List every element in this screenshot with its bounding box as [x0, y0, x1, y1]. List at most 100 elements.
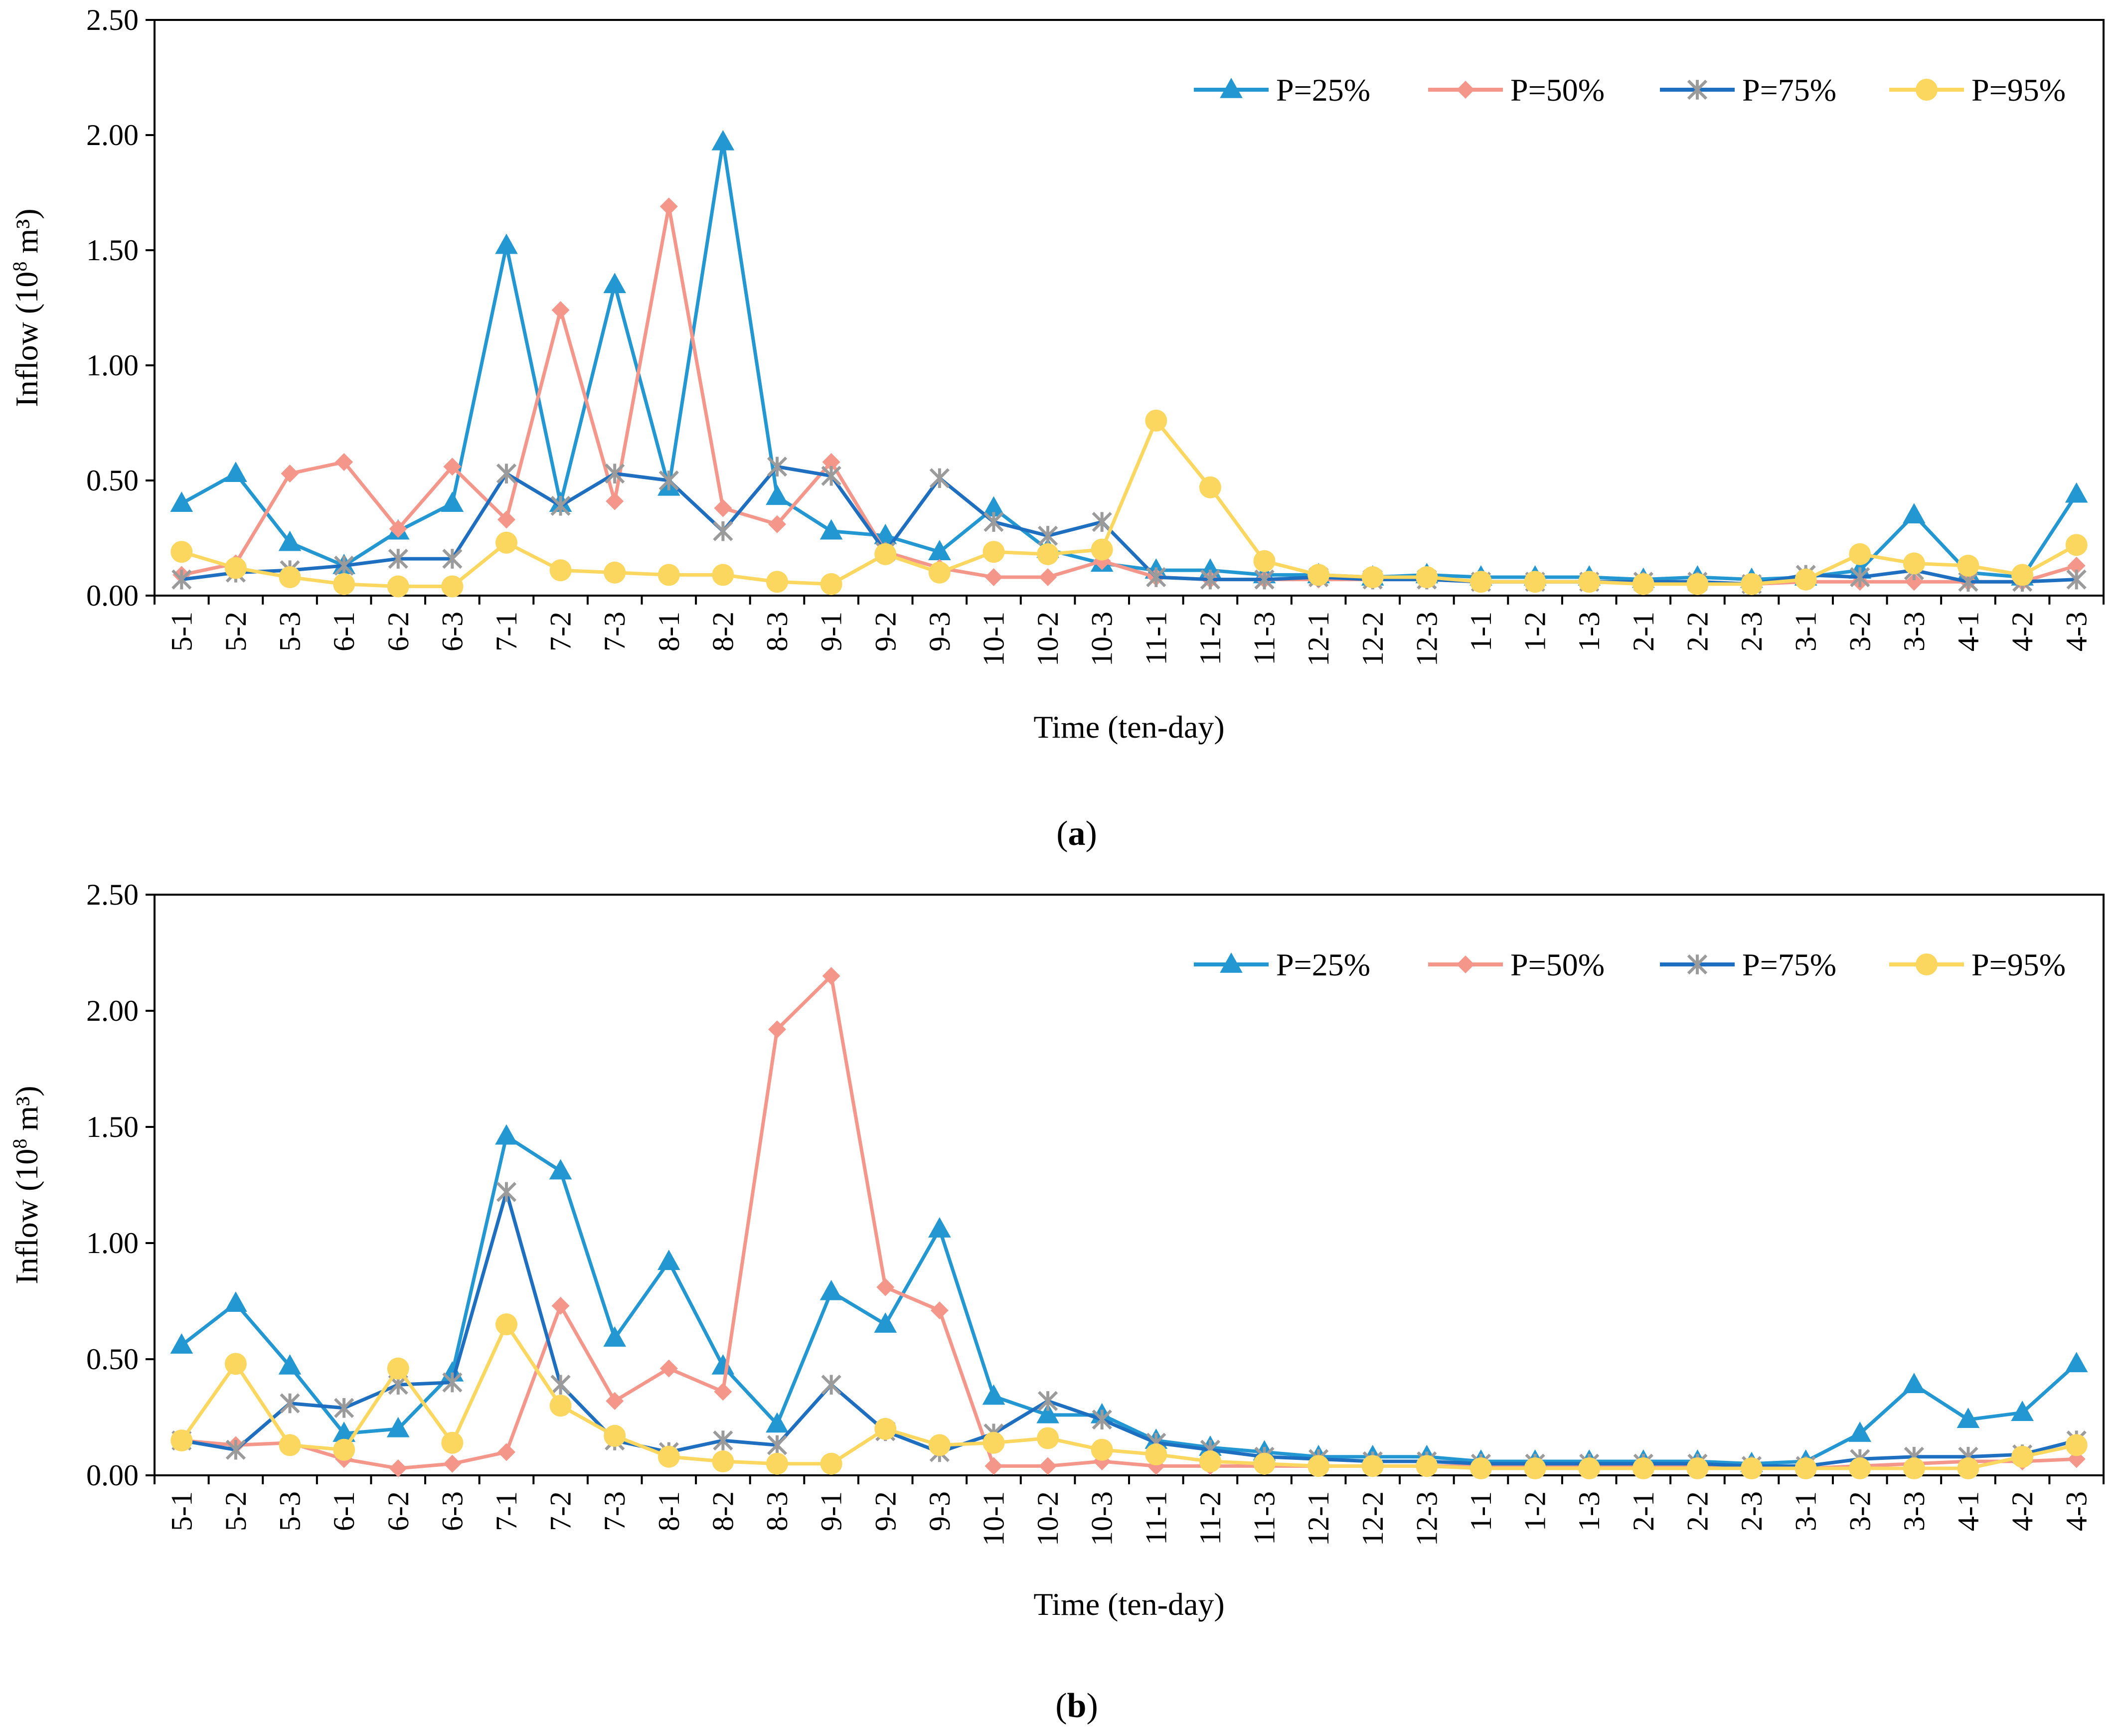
series-4-point [333, 1438, 355, 1461]
series-3-point [442, 1372, 463, 1393]
series-4-point [495, 531, 517, 554]
series-3-point [983, 512, 1004, 532]
series-3-point [496, 464, 517, 484]
y-tick-label: 0.00 [86, 1459, 139, 1492]
series-1-point [278, 1354, 302, 1375]
x-tick-label: 5-2 [219, 1491, 252, 1531]
y-axis-title-suffix: m³) [9, 1086, 44, 1138]
y-tick-label: 1.00 [86, 1227, 139, 1260]
x-tick-label: 3-2 [1843, 1491, 1876, 1531]
x-tick-label: 7-1 [490, 1491, 523, 1531]
x-tick-label: 10-1 [977, 612, 1010, 666]
legend-label-3: P=75% [1742, 947, 1836, 982]
series-4-point [820, 1452, 842, 1475]
x-tick-label: 7-3 [598, 1491, 631, 1531]
series-1-point [711, 130, 735, 151]
legend-marker-1 [1220, 78, 1243, 98]
series-4-point [1524, 571, 1546, 593]
series-3-point [1146, 567, 1166, 588]
series-4-point [1632, 573, 1654, 595]
series-1-point [1903, 503, 1926, 524]
series-3-point [713, 1430, 733, 1451]
series-4-point [1361, 1455, 1384, 1477]
series-3-point [388, 548, 408, 569]
series-2-point [659, 197, 678, 216]
x-tick-label: 1-3 [1573, 612, 1606, 651]
x-tick-label: 4-2 [2006, 1491, 2039, 1531]
series-3-point [334, 555, 354, 576]
x-tick-label: 10-1 [977, 1491, 1010, 1546]
series-2-point [1039, 568, 1057, 587]
legend-label-2: P=50% [1510, 72, 1605, 108]
series-1-point [2065, 482, 2088, 503]
series-2-point [497, 1443, 515, 1461]
series-3-point [658, 470, 679, 491]
x-tick-label: 8-2 [706, 612, 739, 651]
x-tick-label: 4-2 [2006, 612, 2039, 651]
x-axis-title: Time (ten-day) [1033, 1586, 1224, 1622]
x-tick-label: 12-2 [1356, 612, 1389, 666]
x-tick-label: 11-2 [1194, 612, 1227, 665]
y-axis-title-prefix: Inflow (10 [9, 1149, 44, 1284]
series-3-point [334, 1398, 354, 1418]
x-tick-label: 12-2 [1356, 1491, 1389, 1546]
x-tick-label: 7-2 [544, 1491, 577, 1531]
x-tick-label: 5-1 [165, 1491, 198, 1531]
x-tick-label: 1-2 [1519, 1491, 1552, 1531]
panel-label-close: ) [1086, 814, 1097, 853]
series-1-point [170, 491, 193, 512]
series-4-point [874, 543, 897, 565]
x-tick-label: 1-3 [1573, 1491, 1606, 1531]
series-4-point [766, 571, 789, 593]
x-tick-label: 4-1 [1952, 612, 1984, 651]
x-tick-label: 10-2 [1031, 1491, 1064, 1546]
x-tick-label: 11-3 [1248, 1491, 1281, 1545]
y-tick-label: 2.00 [86, 119, 139, 152]
x-tick-label: 4-3 [2060, 1491, 2093, 1531]
series-4-point [1253, 550, 1276, 572]
series-2-point [443, 458, 462, 476]
x-tick-label: 8-3 [761, 612, 794, 651]
x-tick-label: 1-1 [1465, 1491, 1497, 1531]
series-2-point [1905, 573, 1923, 591]
series-4-point [1145, 1443, 1167, 1466]
series-4-point [1145, 409, 1167, 432]
x-tick-label: 3-3 [1898, 612, 1931, 651]
x-tick-label: 8-1 [653, 1491, 685, 1531]
series-4-point [1903, 552, 1925, 575]
x-tick-label: 3-1 [1790, 612, 1822, 651]
x-tick-label: 6-1 [327, 612, 360, 651]
y-tick-label: 1.50 [86, 1110, 139, 1143]
series-1-point [819, 1279, 843, 1300]
y-axis-title-prefix: Inflow (10 [9, 272, 44, 407]
series-4-point [441, 1431, 464, 1454]
series-2-point [497, 510, 515, 529]
series-4-point [1686, 1457, 1709, 1480]
series-4-point [712, 564, 734, 586]
series-2-point [659, 1359, 678, 1378]
x-tick-label: 9-1 [815, 1491, 848, 1531]
legend-marker-2 [1457, 81, 1474, 99]
series-3-point [713, 521, 733, 541]
x-tick-label: 7-2 [544, 612, 577, 651]
series-3-point [550, 1375, 571, 1395]
series-1-point [2011, 1401, 2034, 1421]
series-3-point [496, 1182, 517, 1202]
y-tick-label: 2.50 [86, 878, 139, 911]
series-3-point [2066, 569, 2087, 590]
series-4-point [1469, 1457, 1492, 1480]
series-4-point [712, 1450, 734, 1473]
series-4-point [1091, 538, 1113, 561]
series-4-point [657, 564, 680, 586]
x-tick-label: 6-2 [382, 612, 415, 651]
series-3-point [1092, 1410, 1112, 1430]
series-4-point [1199, 476, 1221, 498]
series-1-point [928, 540, 951, 561]
series-3-point [1254, 569, 1275, 590]
x-tick-label: 3-1 [1790, 1491, 1822, 1531]
panel-label: (b) [1055, 1687, 1098, 1725]
series-1-point [386, 1417, 410, 1437]
legend-marker-2 [1457, 955, 1474, 973]
x-tick-label: 2-2 [1681, 612, 1714, 651]
x-tick-label: 8-2 [706, 1491, 739, 1531]
